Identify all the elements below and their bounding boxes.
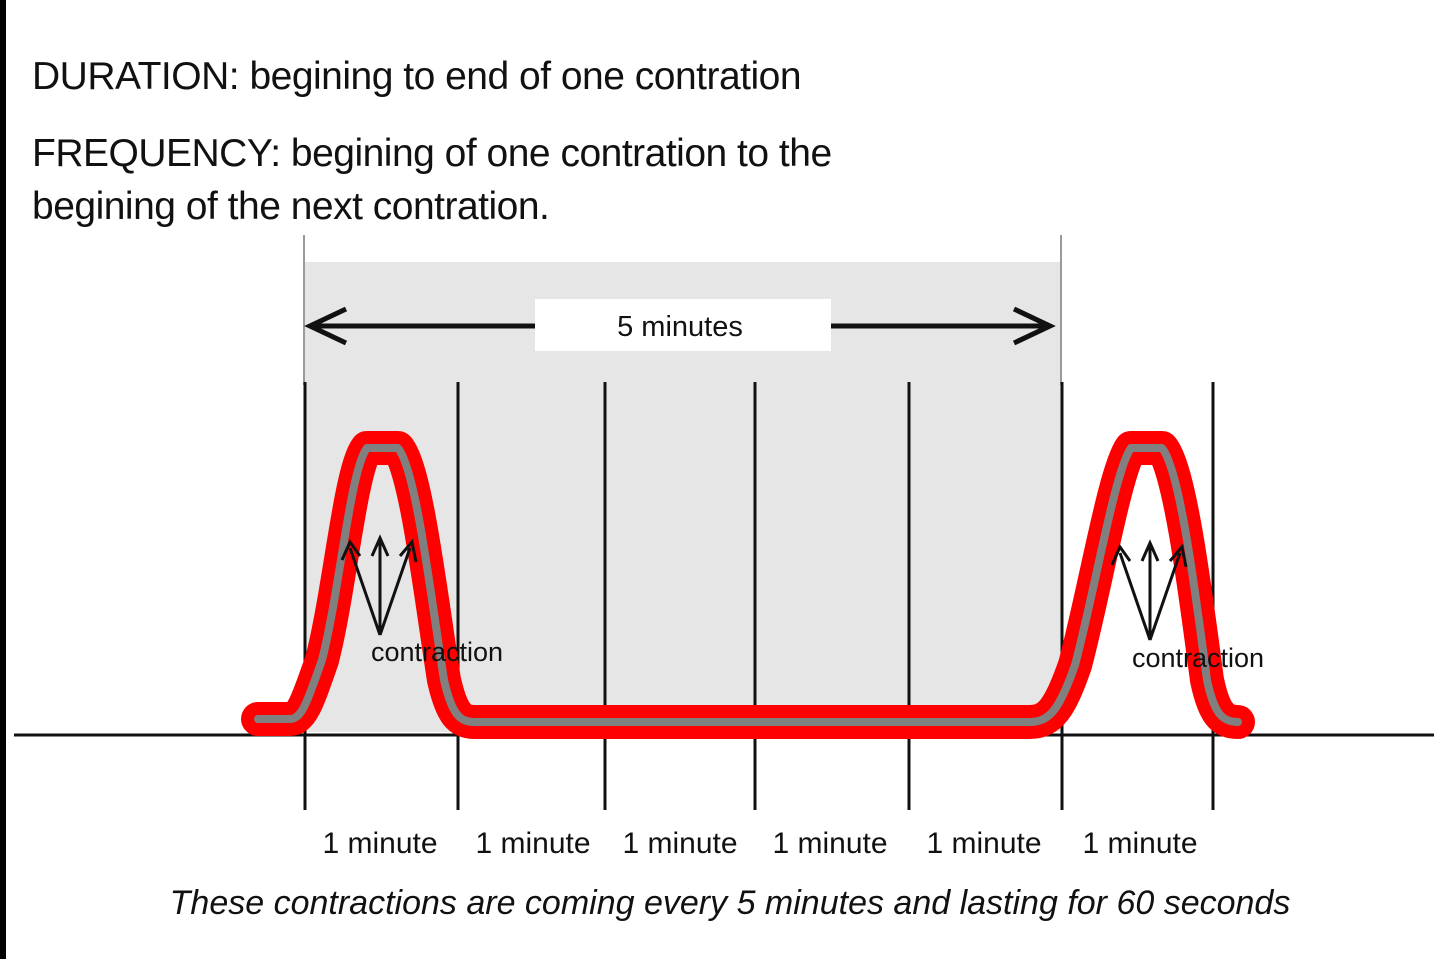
- minute-label: 1 minute: [926, 827, 1041, 860]
- minute-label: 1 minute: [322, 827, 437, 860]
- contraction-label-2: contraction: [1132, 643, 1264, 673]
- contraction-label-1: contraction: [371, 637, 503, 667]
- interval-label-box: [535, 299, 831, 351]
- frequency-definition-line-2: begining of the next contration.: [32, 185, 550, 228]
- duration-definition: DURATION: begining to end of one contrat…: [32, 55, 802, 98]
- caption: These contractions are coming every 5 mi…: [170, 884, 1291, 922]
- frequency-definition: FREQUENCY: begining of one contration to…: [32, 127, 832, 233]
- interval-label: 5 minutes: [617, 311, 743, 343]
- left-border: [0, 0, 6, 959]
- minute-label: 1 minute: [1082, 827, 1197, 860]
- interval-arrowhead-left: [304, 306, 348, 346]
- interval-arrowhead-right: [1012, 306, 1056, 346]
- contraction-pointer-1: [340, 534, 418, 636]
- contraction-wave-core: [254, 444, 1242, 726]
- contraction-pointer-2: [1110, 539, 1188, 641]
- frequency-definition-line-1: FREQUENCY: begining of one contration to…: [32, 132, 832, 175]
- minute-label: 1 minute: [772, 827, 887, 860]
- minute-label: 1 minute: [475, 827, 590, 860]
- minute-label: 1 minute: [622, 827, 737, 860]
